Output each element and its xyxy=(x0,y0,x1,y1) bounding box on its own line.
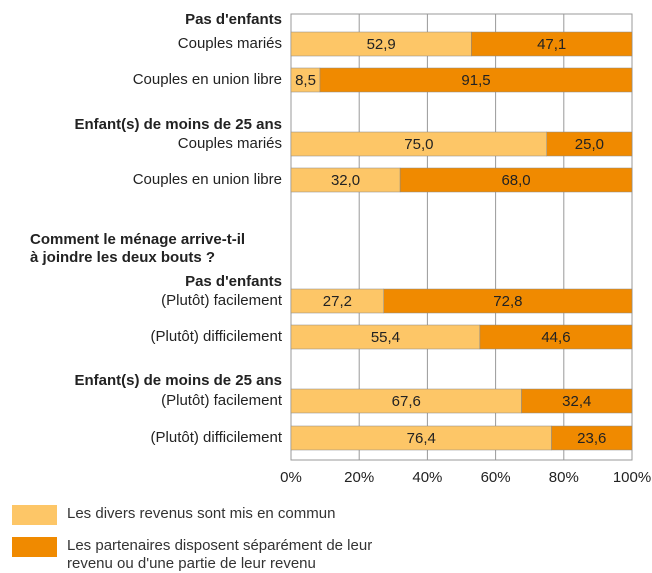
legend-swatch xyxy=(12,537,57,557)
bar-segment xyxy=(290,288,385,314)
y-tick-label: (Plutôt) facilement xyxy=(161,292,283,309)
data-label: 25,0 xyxy=(575,136,604,153)
group-title: Pas d'enfants xyxy=(185,273,282,290)
group-title: Enfant(s) de moins de 25 ans xyxy=(74,116,282,133)
bar-segment xyxy=(290,388,522,414)
bar-segment xyxy=(319,67,633,93)
legend-item: Les divers revenus sont mis en commun xyxy=(12,505,412,525)
data-label: 75,0 xyxy=(404,136,433,153)
bar-segment xyxy=(290,324,481,350)
data-label: 44,6 xyxy=(541,329,570,346)
y-tick-label: Couples en union libre xyxy=(133,171,282,188)
y-tick-label: Couples mariés xyxy=(178,135,282,152)
section-title: Comment le ménage arrive-t-il xyxy=(30,231,245,248)
chart: 0% 20% 40% 60% 80% 100% Pas d'enfants Enfant(s)… xyxy=(30,11,651,486)
bar-segment xyxy=(290,167,401,193)
data-label: 52,9 xyxy=(367,36,396,53)
bar-segment xyxy=(290,425,552,451)
y-tick-label: Couples en union libre xyxy=(133,71,282,88)
data-label: 47,1 xyxy=(537,36,566,53)
bar-segment xyxy=(290,131,547,157)
data-label: 68,0 xyxy=(501,172,530,189)
x-tick-label: 0% xyxy=(280,469,302,486)
section-title: à joindre les deux bouts ? xyxy=(30,249,215,266)
bar-segment xyxy=(479,324,633,350)
data-label: 91,5 xyxy=(461,72,490,89)
data-label: 32,0 xyxy=(331,172,360,189)
x-tick-label: 20% xyxy=(344,469,374,486)
group-title: Pas d'enfants xyxy=(185,11,282,28)
data-label: 67,6 xyxy=(392,393,421,410)
data-label: 8,5 xyxy=(295,72,316,89)
legend-item: Les partenaires disposent séparément de … xyxy=(12,537,412,573)
legend-swatch xyxy=(12,505,57,525)
legend-label: Les partenaires disposent séparément de … xyxy=(67,537,373,572)
bar-segment xyxy=(521,388,633,414)
data-label: 32,4 xyxy=(562,393,591,410)
bar-segment xyxy=(290,31,472,57)
bar-segment xyxy=(383,288,633,314)
x-tick-label: 100% xyxy=(613,469,651,486)
bar-segment xyxy=(399,167,633,193)
x-tick-label: 80% xyxy=(549,469,579,486)
data-label: 72,8 xyxy=(493,293,522,310)
data-label: 76,4 xyxy=(407,430,436,447)
data-label: 55,4 xyxy=(371,329,400,346)
x-tick-label: 60% xyxy=(481,469,511,486)
bar-segment xyxy=(290,67,321,93)
bar-segment xyxy=(551,425,633,451)
bar-segment xyxy=(471,31,633,57)
y-tick-label: (Plutôt) difficilement xyxy=(151,328,283,345)
data-label: 23,6 xyxy=(577,430,606,447)
y-tick-label: Couples mariés xyxy=(178,35,282,52)
x-tick-label: 40% xyxy=(412,469,442,486)
y-tick-label: (Plutôt) facilement xyxy=(161,392,283,409)
group-title: Enfant(s) de moins de 25 ans xyxy=(74,372,282,389)
data-label: 27,2 xyxy=(323,293,352,310)
y-tick-label: (Plutôt) difficilement xyxy=(151,429,283,446)
legend-label: Les divers revenus sont mis en commun xyxy=(67,505,336,522)
bar-segment xyxy=(546,131,633,157)
